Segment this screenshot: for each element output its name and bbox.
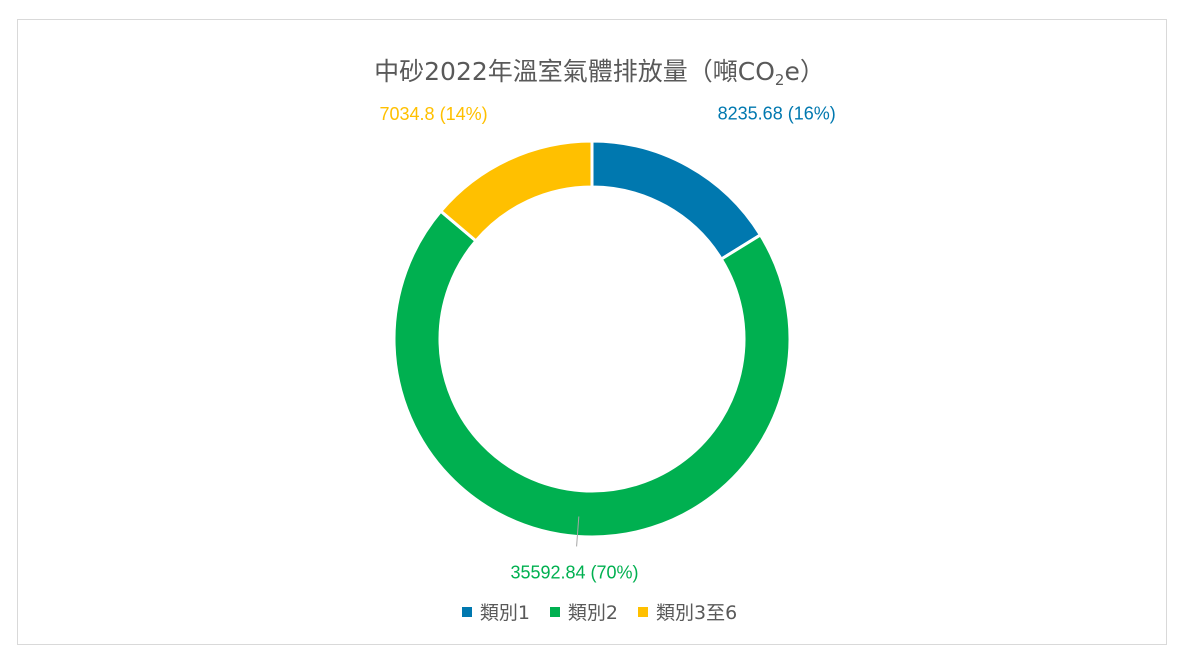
data-label-3: 7034.8 (14%) bbox=[380, 104, 488, 124]
legend-label-category-1: 類別1 bbox=[479, 602, 530, 624]
legend-item-category-1[interactable]: 類別1 bbox=[461, 598, 530, 625]
chart-title-end: e） bbox=[784, 57, 825, 86]
chart-title-subscript: 2 bbox=[774, 71, 785, 89]
legend-label-category-3-6: 類別3至6 bbox=[656, 602, 738, 624]
chart-frame bbox=[17, 19, 1167, 645]
leader-line-2 bbox=[576, 516, 580, 547]
donut-slice-1[interactable] bbox=[590, 139, 763, 262]
chart-title-main: 中砂2022年溫室氣體排放量（噸CO bbox=[374, 57, 775, 86]
legend-swatch-category-1 bbox=[461, 606, 472, 617]
legend-swatch-category-2 bbox=[549, 606, 560, 617]
legend-label-category-2: 類別2 bbox=[567, 602, 618, 624]
legend: 類別1 類別2 類別3至6 bbox=[0, 598, 1199, 625]
chart-title: 中砂2022年溫室氣體排放量（噸CO2e） bbox=[0, 52, 1199, 89]
data-label-2: 35592.84 (70%) bbox=[510, 562, 638, 582]
donut-slice-2[interactable] bbox=[392, 209, 792, 539]
data-label-1: 8235.68 (16%) bbox=[718, 104, 836, 124]
legend-item-category-3-6[interactable]: 類別3至6 bbox=[638, 598, 737, 625]
donut-slice-3[interactable] bbox=[438, 139, 594, 243]
legend-swatch-category-3-6 bbox=[638, 606, 648, 617]
legend-item-category-2[interactable]: 類別2 bbox=[549, 598, 618, 625]
